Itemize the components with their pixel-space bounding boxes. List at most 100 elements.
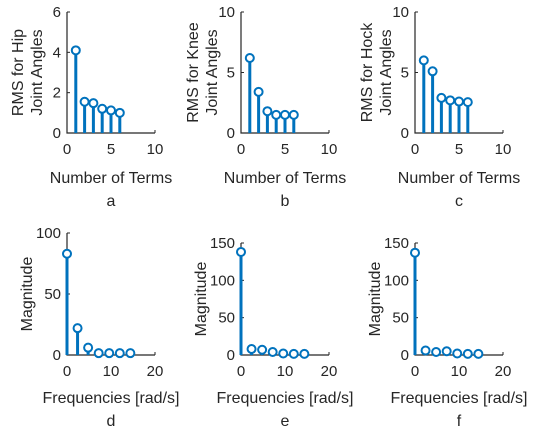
y-tick-label-f-2: 100 [384, 272, 409, 289]
stem-marker-b-4 [280, 109, 290, 120]
stem-marker-d-1 [72, 323, 83, 334]
stem-marker-f-2 [431, 347, 442, 358]
y-tick-label-b-0: 0 [227, 125, 235, 142]
panel-caption-f: f [457, 413, 462, 430]
panel-c: 0 5 10 0 5 10 RMS for Hock Joint Angles Number o… [359, 4, 520, 210]
y-tick-label-d-1: 50 [44, 286, 61, 303]
y-tick-label-c-2: 10 [392, 4, 409, 21]
panel-caption-b: b [281, 193, 290, 210]
stem-marker-c-5 [462, 97, 473, 108]
panel-caption-d: d [107, 413, 116, 430]
y-tick-label-d-0: 0 [53, 347, 61, 364]
stem-marker-d-0 [62, 248, 72, 259]
y-tick-label-f-0: 0 [401, 347, 409, 364]
x-tick-label-d-0: 0 [63, 363, 71, 380]
stem-marker-e-4 [278, 348, 289, 359]
stem-marker-c-2 [436, 92, 447, 103]
y-tick-label-b-2: 10 [218, 4, 235, 21]
stem-marker-d-3 [93, 348, 104, 359]
y-axis-label-e-0: Magnitude [193, 262, 210, 337]
stem-marker-c-0 [418, 55, 429, 66]
stem-marker-e-6 [299, 348, 310, 359]
stem-marker-c-1 [427, 66, 438, 77]
y-tick-label-b-1: 5 [227, 65, 235, 82]
x-axis-label-a: Number of Terms [50, 170, 172, 187]
y-axis-label-c-1: Joint Angles [378, 29, 395, 115]
x-tick-label-f-2: 20 [495, 363, 512, 380]
y-axis-label-c-0: RMS for Hock [359, 22, 376, 123]
stem-marker-d-5 [114, 348, 125, 359]
stem-marker-e-1 [246, 344, 257, 355]
axes-f [414, 243, 503, 356]
panel-b: 0 5 10 0 5 10 RMS for Knee Joint Angles Number o… [185, 4, 346, 210]
x-axis-label-b: Number of Terms [224, 170, 346, 187]
stem-marker-f-5 [462, 348, 473, 359]
x-axis-label-d: Frequencies [rad/s] [43, 390, 180, 407]
stem-marker-e-5 [288, 348, 299, 359]
y-axis-label-b-1: Joint Angles [204, 29, 221, 115]
stem-marker-d-6 [125, 348, 136, 359]
stem-marker-f-3 [441, 346, 452, 357]
stem-marker-e-0 [236, 246, 246, 257]
x-tick-label-f-0: 0 [411, 363, 419, 380]
y-tick-label-f-3: 150 [384, 235, 409, 252]
x-tick-label-e-0: 0 [237, 363, 245, 380]
stem-marker-f-6 [473, 348, 484, 359]
panel-caption-e: e [281, 413, 290, 430]
y-axis-label-a-1: Joint Angles [29, 29, 46, 115]
x-tick-label-b-2: 10 [321, 141, 338, 158]
stem-marker-f-0 [410, 247, 420, 258]
y-tick-label-e-3: 150 [210, 235, 235, 252]
y-axis-label-b-0: RMS for Knee [185, 22, 202, 123]
y-tick-label-a-0: 0 [53, 125, 61, 142]
x-axis-label-f: Frequencies [rad/s] [391, 390, 528, 407]
x-tick-label-e-2: 20 [321, 363, 338, 380]
y-tick-label-a-1: 2 [53, 85, 61, 102]
stem-marker-b-0 [244, 52, 255, 63]
panel-caption-a: a [107, 193, 116, 210]
x-axis-label-e: Frequencies [rad/s] [217, 390, 354, 407]
stem-marker-f-4 [452, 348, 463, 359]
stem-marker-a-5 [114, 107, 125, 118]
stem-marker-d-4 [104, 348, 115, 359]
x-axis-label-c: Number of Terms [398, 170, 520, 187]
stem-marker-d-2 [83, 342, 94, 353]
y-tick-label-d-2: 100 [36, 225, 61, 242]
y-axis-label-d-0: Magnitude [19, 257, 36, 332]
panel-caption-c: c [455, 193, 463, 210]
stem-marker-a-3 [97, 103, 108, 114]
stem-marker-e-2 [257, 344, 268, 355]
x-tick-label-b-1: 5 [281, 141, 289, 158]
y-tick-label-e-0: 0 [227, 347, 235, 364]
y-tick-label-a-3: 6 [53, 4, 61, 21]
y-tick-label-f-1: 50 [392, 310, 409, 327]
x-tick-label-e-1: 10 [277, 363, 294, 380]
axes-e [240, 243, 329, 356]
stem-marker-f-1 [420, 345, 431, 356]
stem-marker-a-2 [88, 98, 99, 109]
y-tick-label-c-0: 0 [401, 125, 409, 142]
stem-marker-a-4 [106, 105, 116, 116]
x-tick-label-d-1: 10 [103, 363, 120, 380]
y-tick-label-e-1: 50 [218, 310, 235, 327]
y-axis-label-a-0: RMS for Hip [10, 29, 27, 116]
y-tick-label-e-2: 100 [210, 272, 235, 289]
stem-marker-b-1 [253, 86, 264, 97]
stem-marker-c-3 [445, 95, 456, 106]
x-tick-label-d-2: 20 [147, 363, 164, 380]
x-tick-label-f-1: 10 [451, 363, 468, 380]
x-tick-label-c-1: 5 [455, 141, 463, 158]
y-tick-label-c-1: 5 [401, 65, 409, 82]
stem-marker-b-2 [262, 106, 273, 117]
x-tick-label-a-0: 0 [63, 141, 71, 158]
x-tick-label-c-2: 10 [495, 141, 512, 158]
stem-marker-c-4 [454, 96, 464, 107]
x-tick-label-a-2: 10 [147, 141, 164, 158]
stem-marker-b-5 [288, 109, 299, 120]
stem-marker-a-1 [79, 96, 90, 107]
stem-marker-e-3 [267, 347, 278, 358]
